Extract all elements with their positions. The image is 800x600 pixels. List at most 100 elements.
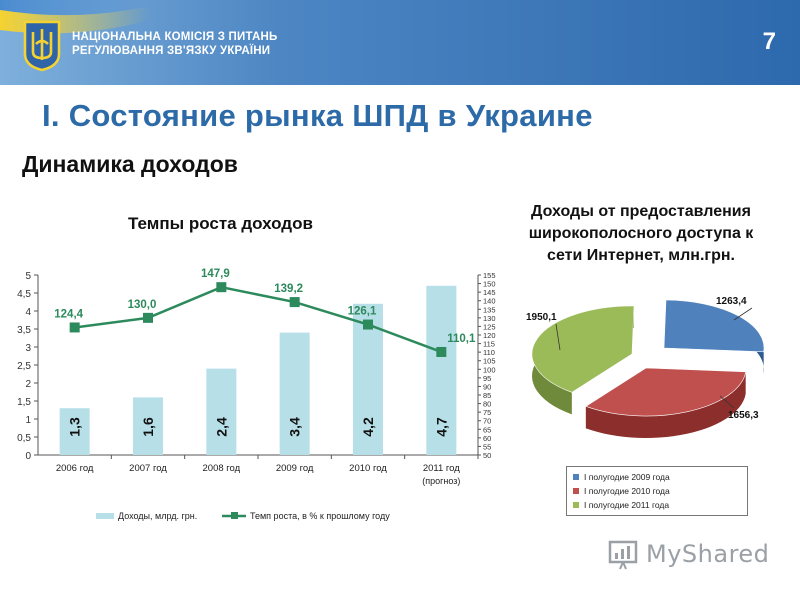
growth-rate-label: 130,0	[128, 299, 157, 311]
left-tick-label: 2,5	[17, 361, 31, 372]
revenue-bar	[426, 285, 457, 455]
left-tick-label: 2	[25, 379, 31, 390]
x-tick-label: 2009 год	[276, 463, 314, 474]
right-tick-label: 85	[483, 391, 491, 400]
left-tick-label: 1	[25, 415, 31, 426]
right-tick-label: 115	[483, 340, 495, 349]
revenue-bar	[59, 408, 90, 455]
right-tick-label: 155	[483, 271, 496, 280]
revenue-bar	[133, 397, 163, 455]
trident-emblem-icon	[23, 20, 61, 72]
bar-series: 1,3 1,6 2,4 3,4 4,2 4,7	[59, 285, 457, 455]
right-tick-label: 120	[483, 331, 496, 340]
right-tick-label: 90	[483, 382, 491, 391]
x-tick-label: 2007 год	[129, 463, 167, 474]
growth-rate-label: 147,9	[201, 268, 230, 280]
growth-rate-point	[436, 346, 447, 357]
legend-line-label: Темп роста, в % к прошлому году	[250, 511, 390, 521]
pie-legend-item: I полугодие 2009 года	[573, 470, 741, 484]
left-tick-label: 4	[25, 307, 31, 318]
x-tick-label: 2011 год	[423, 463, 460, 474]
pie-slice-side	[585, 371, 746, 438]
bar-value-label: 1,3	[67, 417, 83, 437]
watermark: MyShared	[608, 536, 778, 572]
right-tick-label: 150	[483, 280, 496, 289]
growth-rate-label: 124,4	[54, 308, 83, 320]
legend-label: I полугодие 2010 года	[584, 486, 670, 496]
bar-value-label: 1,6	[140, 417, 156, 437]
right-tick-label: 80	[483, 400, 491, 409]
pie-leader-line	[555, 323, 561, 351]
legend-line-marker	[231, 512, 238, 519]
legend-label: I полугодие 2009 года	[584, 472, 670, 482]
x-tick-label: 2008 год	[203, 463, 241, 474]
line-series: 124,4 130,0 147,9 139,2 126,1 110,1	[54, 268, 476, 357]
watermark-logo-icon	[608, 540, 638, 570]
org-line-1: НАЦІОНАЛЬНА КОМІСІЯ З ПИТАНЬ	[72, 31, 278, 43]
pie-leader-line	[719, 395, 735, 409]
right-tick-label: 145	[483, 288, 496, 297]
right-tick-label: 95	[483, 374, 491, 383]
growth-rate-point	[216, 282, 227, 293]
pie-value-label: 1263,4	[716, 296, 747, 307]
right-tick-label: 65	[483, 425, 491, 434]
pie-legend-item: I полугодие 2010 года	[573, 484, 741, 498]
pie-labels: 1263,4 1656,3 1950,1	[526, 296, 759, 421]
right-tick-label: 100	[483, 365, 496, 374]
bar-value-label: 4,2	[360, 417, 376, 437]
legend-swatch	[573, 474, 579, 480]
revenue-growth-combo-chart: 0 0,5 1 1,5 2 2,5 3 3,5 4 4,5 5 5055606570758085909…	[17, 268, 495, 521]
pie-slices	[531, 299, 765, 438]
right-tick-label: 125	[483, 322, 496, 331]
revenue-bar	[279, 332, 310, 455]
legend-label: I полугодие 2011 года	[584, 500, 670, 510]
x-tick-label: 2006 год	[56, 463, 94, 474]
right-tick-label: 105	[483, 357, 496, 366]
pie-value-label: 1950,1	[526, 312, 557, 323]
section-title: I. Состояние рынка ШПД в Украине	[42, 98, 593, 133]
pie-slice	[531, 305, 635, 393]
right-tick-label: 50	[483, 451, 491, 460]
right-tick-label: 130	[483, 314, 496, 323]
pie-value-label: 1656,3	[728, 410, 759, 421]
left-tick-label: 5	[25, 271, 31, 282]
growth-rate-label: 126,1	[348, 306, 377, 318]
right-tick-label: 110	[483, 348, 495, 357]
left-tick-label: 3,5	[17, 325, 31, 336]
legend-bar-label: Доходы, млрд. грн.	[118, 511, 197, 521]
bar-value-label: 2,4	[213, 417, 229, 437]
x-tick-label: 2010 год	[349, 463, 387, 474]
pie-leader-line	[733, 307, 753, 321]
pie-chart-title: Доходы от предоставления широкополосного…	[506, 201, 776, 267]
x-category-note: (прогноз)	[422, 476, 460, 486]
growth-rate-point	[143, 312, 153, 323]
pie-slice	[585, 367, 747, 417]
right-tick-label: 140	[483, 297, 496, 306]
broadband-revenue-pie-chart: 1263,4 1656,3 1950,1	[526, 296, 765, 438]
pie-title-line: широкополосного доступа к	[528, 225, 754, 242]
header-bar: НАЦІОНАЛЬНА КОМІСІЯ З ПИТАНЬ РЕГУЛЮВАННЯ…	[0, 0, 800, 85]
pie-title-line: сети Интернет, млн.грн.	[547, 247, 735, 264]
pie-legend-item: I полугодие 2011 года	[573, 498, 741, 512]
chart-axes: 0 0,5 1 1,5 2 2,5 3 3,5 4 4,5 5 5055606570758085909…	[17, 271, 495, 486]
combo-chart-title: Темпы роста доходов	[128, 214, 313, 233]
bar-value-label: 4,7	[433, 417, 449, 437]
growth-rate-point	[289, 297, 300, 308]
org-line-2: РЕГУЛЮВАННЯ ЗВ'ЯЗКУ УКРАЇНИ	[72, 45, 271, 57]
right-tick-label: 135	[483, 305, 496, 314]
left-tick-label: 4,5	[17, 289, 31, 300]
left-tick-label: 3	[25, 343, 31, 354]
growth-rate-line	[74, 285, 442, 354]
growth-rate-label: 110,1	[447, 333, 476, 345]
left-tick-label: 0,5	[17, 433, 31, 444]
pie-slice	[663, 299, 765, 353]
slide-subtitle: Динамика доходов	[22, 151, 238, 177]
watermark-text: MyShared	[646, 540, 770, 568]
growth-rate-label: 139,2	[274, 283, 303, 295]
combo-chart-legend: Доходы, млрд. грн. Темп роста, в % к прош…	[96, 511, 390, 521]
pie-legend: I полугодие 2009 года I полугодие 2010 г…	[566, 466, 748, 516]
revenue-bar	[206, 368, 237, 455]
legend-swatch	[573, 502, 579, 508]
pie-title-line: Доходы от предоставления	[531, 203, 751, 220]
right-tick-label: 70	[483, 417, 491, 426]
